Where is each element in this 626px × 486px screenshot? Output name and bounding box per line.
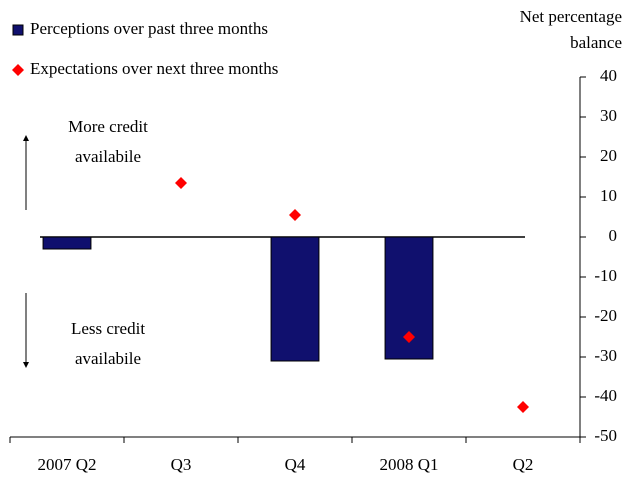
y-tick-label: -10 bbox=[594, 266, 617, 285]
annotation: availabile bbox=[75, 147, 141, 166]
legend-label: Perceptions over past three months bbox=[30, 19, 268, 38]
diamond-marker bbox=[403, 331, 415, 343]
annotation: Less credit bbox=[71, 319, 145, 338]
x-tick-label: Q2 bbox=[513, 455, 534, 474]
bar bbox=[42, 236, 92, 250]
y-tick-label: -50 bbox=[594, 426, 617, 445]
diamond-marker bbox=[517, 401, 529, 413]
y-axis-label: balance bbox=[570, 33, 622, 52]
bar bbox=[270, 236, 320, 362]
y-axis-label: Net percentage bbox=[520, 7, 622, 26]
x-tick-label: Q4 bbox=[285, 455, 306, 474]
x-tick-label: 2007 Q2 bbox=[37, 455, 96, 474]
y-tick-label: 30 bbox=[600, 106, 617, 125]
diamond-marker bbox=[175, 177, 187, 189]
y-tick-label: 40 bbox=[600, 66, 617, 85]
y-tick-label: 20 bbox=[600, 146, 617, 165]
legend-swatch bbox=[12, 24, 24, 36]
y-tick-label: -30 bbox=[594, 346, 617, 365]
annotation: More credit bbox=[68, 117, 148, 136]
legend-label: Expectations over next three months bbox=[30, 59, 278, 78]
y-tick-label: -20 bbox=[594, 306, 617, 325]
y-tick-label: 10 bbox=[600, 186, 617, 205]
x-tick-label: Q3 bbox=[171, 455, 192, 474]
annotation: availabile bbox=[75, 349, 141, 368]
x-tick-label: 2008 Q1 bbox=[379, 455, 438, 474]
y-tick-label: 0 bbox=[609, 226, 618, 245]
y-tick-label: -40 bbox=[594, 386, 617, 405]
legend-swatch bbox=[12, 64, 24, 76]
diamond-marker bbox=[289, 209, 301, 221]
